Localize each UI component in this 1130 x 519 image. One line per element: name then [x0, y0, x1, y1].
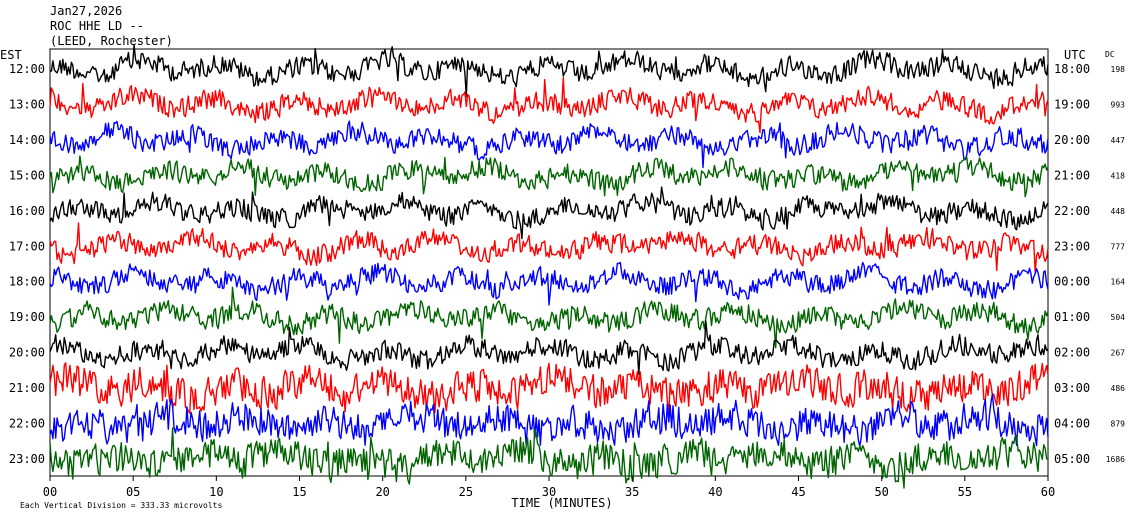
utc-tick-label: 22:00 [1054, 204, 1090, 218]
utc-tick-label: 18:00 [1054, 62, 1090, 76]
trace-line [49, 427, 1049, 489]
est-tick-label: 16:00 [9, 204, 45, 218]
trace-line [49, 120, 1049, 169]
x-tick-label: 15 [292, 485, 306, 499]
dc-value-label: 164 [1111, 278, 1126, 287]
utc-tick-label: 05:00 [1054, 452, 1090, 466]
dc-value-label: 1686 [1106, 455, 1125, 464]
dc-value-label: 198 [1111, 65, 1126, 74]
est-tick-label: 20:00 [9, 346, 45, 360]
dc-value-label: 879 [1111, 420, 1126, 429]
utc-tick-label: 23:00 [1054, 239, 1090, 253]
trace-line [49, 362, 1049, 414]
trace-line [49, 186, 1049, 240]
x-tick-label: 45 [791, 485, 805, 499]
trace-line [49, 286, 1049, 349]
x-tick-label: 25 [459, 485, 473, 499]
est-tick-label: 23:00 [9, 452, 45, 466]
trace-line [49, 320, 1049, 376]
utc-tick-label: 01:00 [1054, 310, 1090, 324]
trace-line [49, 44, 1049, 98]
x-tick-label: 60 [1041, 485, 1055, 499]
x-axis-label: TIME (MINUTES) [511, 496, 612, 510]
dc-value-label: 447 [1111, 136, 1126, 145]
utc-tick-label: 03:00 [1054, 381, 1090, 395]
est-tick-label: 15:00 [9, 168, 45, 182]
right-axis-label: UTC [1064, 48, 1086, 62]
est-tick-label: 22:00 [9, 417, 45, 431]
header-station: ROC HHE LD -- [50, 19, 144, 33]
est-tick-label: 21:00 [9, 381, 45, 395]
x-tick-label: 40 [708, 485, 722, 499]
dc-value-label: 448 [1111, 207, 1126, 216]
utc-tick-label: 02:00 [1054, 346, 1090, 360]
est-tick-label: 17:00 [9, 239, 45, 253]
dc-value-label: 777 [1111, 242, 1126, 251]
dc-value-label: 267 [1111, 349, 1126, 358]
x-tick-label: 35 [625, 485, 639, 499]
trace-line [49, 155, 1049, 198]
x-tick-label: 10 [209, 485, 223, 499]
est-tick-label: 13:00 [9, 97, 45, 111]
x-tick-label: 05 [126, 485, 140, 499]
x-tick-label: 50 [874, 485, 888, 499]
dc-header-label: DC [1105, 50, 1115, 59]
trace-line [49, 77, 1049, 134]
trace-line [49, 261, 1049, 306]
scale-note: Each Vertical Division = 333.33 microvol… [20, 501, 222, 510]
est-tick-label: 19:00 [9, 310, 45, 324]
est-tick-label: 12:00 [9, 62, 45, 76]
utc-tick-label: 04:00 [1054, 417, 1090, 431]
x-tick-label: 30 [542, 485, 556, 499]
trace-line [49, 222, 1049, 274]
utc-tick-label: 19:00 [1054, 97, 1090, 111]
dc-value-label: 486 [1111, 384, 1126, 393]
left-axis-label: EST [0, 48, 22, 62]
utc-tick-label: 00:00 [1054, 275, 1090, 289]
dc-value-label: 993 [1111, 100, 1126, 109]
utc-tick-label: 21:00 [1054, 168, 1090, 182]
utc-tick-label: 20:00 [1054, 133, 1090, 147]
x-tick-label: 55 [958, 485, 972, 499]
dc-value-label: 418 [1111, 171, 1126, 180]
est-tick-label: 14:00 [9, 133, 45, 147]
est-tick-label: 18:00 [9, 275, 45, 289]
x-tick-label: 20 [375, 485, 389, 499]
header-site: (LEED, Rochester) [50, 34, 173, 48]
trace-line [49, 393, 1049, 447]
dc-value-label: 504 [1111, 313, 1126, 322]
x-tick-label: 00 [43, 485, 57, 499]
header-date: Jan27,2026 [50, 4, 123, 18]
